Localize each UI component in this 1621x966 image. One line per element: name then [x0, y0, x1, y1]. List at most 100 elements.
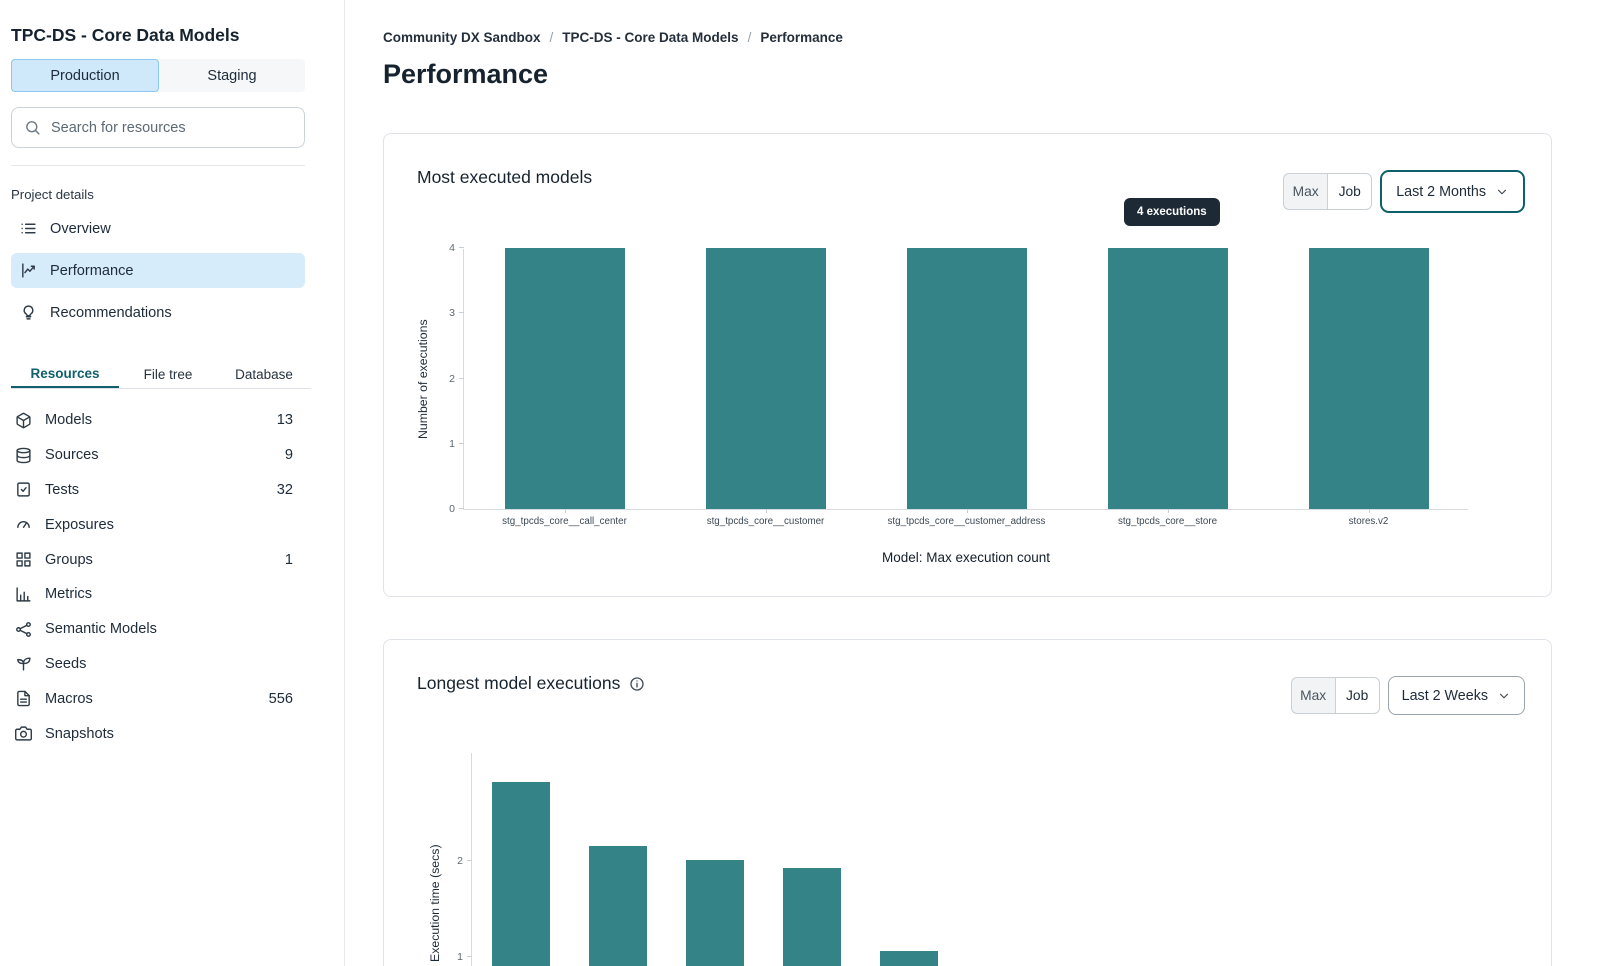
date-range-select[interactable]: Last 2 Months — [1380, 170, 1525, 213]
chart-controls: Max Job Last 2 Months — [1283, 170, 1525, 213]
chevron-down-icon — [1495, 185, 1509, 199]
resource-count: 1 — [284, 551, 293, 568]
lightbulb-icon — [20, 304, 37, 321]
search-box[interactable] — [11, 107, 305, 148]
chart-line-icon — [20, 262, 37, 279]
resource-label: Seeds — [45, 655, 87, 672]
resource-label: Tests — [45, 481, 80, 498]
y-tick-label: 4 — [449, 242, 455, 254]
resource-label: Macros — [45, 690, 93, 707]
y-axis-label: Number of executions — [416, 319, 430, 439]
chevron-down-icon — [1497, 689, 1511, 703]
info-icon[interactable] — [629, 676, 645, 692]
divider — [11, 165, 305, 166]
y-tick-label: 3 — [449, 307, 455, 320]
sidebar-item-label: Recommendations — [50, 304, 172, 321]
y-axis-label: Execution time (secs) — [428, 844, 442, 962]
sidebar-item-tests[interactable]: Tests 32 — [11, 473, 305, 508]
sidebar-item-label: Performance — [50, 262, 134, 279]
sidebar-item-seeds[interactable]: Seeds — [11, 647, 305, 682]
x-tick-mark — [765, 509, 767, 513]
bar-series-2[interactable] — [685, 860, 744, 966]
y-tick-mark — [459, 508, 464, 509]
project-nav: Overview Performance Recommendations — [11, 211, 305, 330]
bar-chart-icon — [15, 586, 32, 603]
sidebar-item-snapshots[interactable]: Snapshots — [11, 716, 305, 751]
y-tick-mark — [459, 312, 464, 314]
x-axis-label: Model: Max execution count — [881, 550, 1051, 565]
date-range-value: Last 2 Weeks — [1401, 687, 1488, 704]
sidebar-item-exposures[interactable]: Exposures — [11, 507, 305, 542]
sidebar-item-macros[interactable]: Macros 556 — [11, 681, 305, 716]
y-tick-mark — [467, 860, 472, 861]
x-tick-label: stg_tpcds_core__customer — [706, 516, 825, 527]
max-button[interactable]: Max — [1283, 173, 1329, 210]
y-tick-label: 2 — [449, 372, 455, 385]
y-tick-label: 0 — [449, 503, 455, 515]
sidebar-item-recommendations[interactable]: Recommendations — [11, 295, 305, 330]
resource-count: 9 — [284, 447, 293, 464]
breadcrumb-current: Performance — [760, 30, 843, 45]
chart-title: Longest model executions — [417, 673, 645, 694]
tab-resources[interactable]: Resources — [11, 360, 119, 388]
x-tick-label: stg_tpcds_core__call_center — [502, 516, 627, 527]
max-button[interactable]: Max — [1290, 677, 1336, 714]
file-icon — [15, 690, 32, 707]
tab-staging[interactable]: Staging — [207, 67, 257, 84]
breadcrumb: Community DX Sandbox / TPC-DS - Core Dat… — [383, 30, 1552, 45]
cube-icon — [15, 412, 32, 429]
job-button[interactable]: Job — [1334, 677, 1380, 714]
resource-count: 32 — [276, 481, 293, 498]
aggregation-toggle: Max Job — [1290, 677, 1380, 714]
search-icon — [24, 119, 41, 136]
bar-stg_tpcds_core__store[interactable] — [1107, 248, 1228, 509]
tab-database[interactable]: Database — [235, 366, 293, 382]
y-tick-mark — [467, 956, 472, 957]
bar-stg_tpcds_core__call_center[interactable] — [504, 248, 625, 509]
breadcrumb-link-project[interactable]: TPC-DS - Core Data Models — [562, 30, 739, 45]
sidebar-item-semantic-models[interactable]: Semantic Models — [11, 612, 305, 647]
breadcrumb-link-account[interactable]: Community DX Sandbox — [383, 30, 541, 45]
breadcrumb-separator: / — [549, 30, 554, 45]
sidebar-item-label: Overview — [50, 220, 111, 237]
date-range-select[interactable]: Last 2 Weeks — [1387, 676, 1525, 715]
bar-chart: Execution time (secs) 1 2 — [428, 753, 1469, 966]
y-tick-label: 2 — [457, 855, 463, 867]
y-tick-label: 1 — [457, 951, 463, 963]
y-tick-mark — [459, 247, 464, 248]
sidebar-item-performance[interactable]: Performance — [11, 253, 305, 288]
bar-series-4[interactable] — [879, 951, 938, 966]
bar-series-1[interactable] — [588, 845, 647, 966]
resource-label: Groups — [45, 551, 93, 568]
bar-stg_tpcds_core__customer[interactable] — [705, 248, 826, 509]
network-icon — [15, 621, 32, 638]
bar-series-0[interactable] — [491, 782, 550, 966]
sidebar-item-overview[interactable]: Overview — [11, 211, 305, 246]
date-range-value: Last 2 Months — [1396, 183, 1486, 200]
resource-label: Exposures — [45, 516, 114, 533]
job-button[interactable]: Job — [1327, 173, 1373, 210]
page-title: Performance — [383, 59, 549, 89]
x-tick-label: stg_tpcds_core__store — [1117, 516, 1218, 527]
longest-model-executions-card: Longest model executions Max Job Last 2 … — [383, 639, 1552, 966]
section-label: Project details — [11, 187, 94, 202]
sidebar-item-models[interactable]: Models 13 — [11, 403, 305, 438]
resource-list: Models 13 Sources 9 Tests 32 Exposures Groups 1 M… — [11, 403, 305, 751]
chart-title: Most executed models — [417, 167, 592, 188]
sidebar-item-sources[interactable]: Sources 9 — [11, 438, 305, 473]
x-tick-label: stg_tpcds_core__customer_address — [887, 516, 1046, 527]
tab-file-tree[interactable]: File tree — [143, 366, 193, 382]
bar-stg_tpcds_core__customer_address[interactable] — [906, 248, 1027, 509]
resource-label: Models — [45, 412, 93, 429]
chart-title-text: Longest model executions — [417, 673, 621, 693]
bar-stores.v2[interactable] — [1308, 248, 1429, 509]
sidebar: TPC-DS - Core Data Models Production Sta… — [0, 0, 345, 966]
bar-series-3[interactable] — [782, 867, 841, 966]
sidebar-item-groups[interactable]: Groups 1 — [11, 542, 305, 577]
tab-production[interactable]: Production — [11, 59, 159, 92]
search-input[interactable] — [51, 119, 292, 136]
database-icon — [15, 447, 32, 464]
resource-label: Sources — [45, 447, 99, 464]
sidebar-item-metrics[interactable]: Metrics — [11, 577, 305, 612]
y-tick-mark — [459, 442, 464, 444]
